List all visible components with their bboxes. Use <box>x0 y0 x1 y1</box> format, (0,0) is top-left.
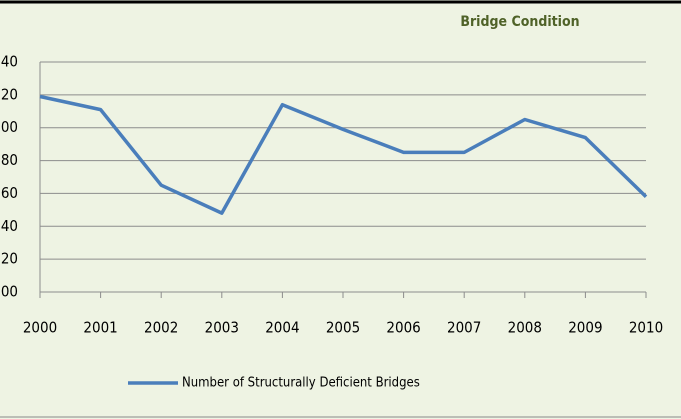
y-tick-label: 340 <box>0 53 18 71</box>
line-series <box>39 94 648 215</box>
y-tick-label: 300 <box>0 118 18 136</box>
x-tick-label: 2007 <box>447 319 481 337</box>
x-tick-label: 2008 <box>508 319 542 337</box>
x-tick-label: 2009 <box>568 319 602 337</box>
y-tick-label: 280 <box>0 151 18 169</box>
x-tick-label: 2000 <box>23 319 57 337</box>
x-tick-label: 2005 <box>326 319 360 337</box>
x-tick-label: 2010 <box>629 319 663 337</box>
y-tick-label: 220 <box>0 250 18 268</box>
y-tick-label: 200 <box>0 283 18 301</box>
y-tick-label: 320 <box>0 85 18 103</box>
y-tick-label: 260 <box>0 184 18 202</box>
chart-title: Bridge Condition <box>460 14 579 30</box>
x-tick-label: 2006 <box>386 319 420 337</box>
x-tick-label: 2003 <box>205 319 239 337</box>
x-tick-label: 2004 <box>265 319 299 337</box>
legend-label: Number of Structurally Deficient Bridges <box>182 376 420 391</box>
y-tick-label: 240 <box>0 217 18 235</box>
x-tick-label: 2001 <box>83 319 117 337</box>
x-tick-label: 2002 <box>144 319 178 337</box>
